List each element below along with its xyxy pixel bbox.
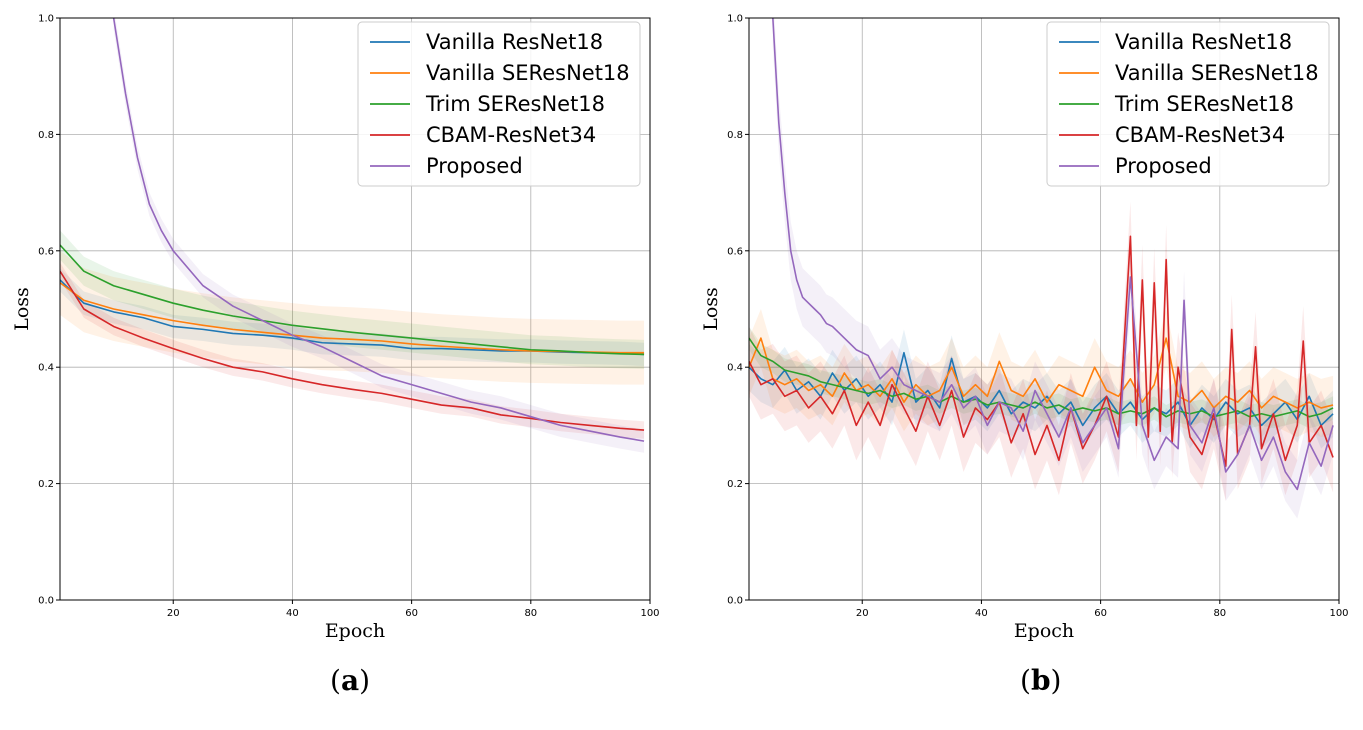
panel-label: (b)	[1020, 664, 1061, 697]
series-band-4	[772, 18, 1334, 519]
legend-entry: Trim SEResNet18	[1114, 92, 1294, 116]
legend-entry: Proposed	[426, 154, 523, 178]
legend-box	[1046, 21, 1330, 187]
x-tick-label: 100	[640, 608, 659, 619]
series-band-0	[60, 268, 645, 367]
y-tick-label: 0.6	[727, 246, 743, 257]
axes-frame	[59, 17, 651, 601]
legend-box	[357, 21, 641, 187]
legend: Vanilla ResNet18 Vanilla SEResNet18 Trim S…	[1046, 21, 1330, 187]
y-tick-label: 0.8	[38, 130, 54, 141]
x-tick-label: 80	[524, 608, 537, 619]
series-band-4	[113, 18, 645, 453]
x-tick-label: 40	[286, 608, 299, 619]
legend-entry: Proposed	[1115, 154, 1212, 178]
y-tick-label: 0.2	[38, 479, 54, 490]
legend-entry: Vanilla ResNet18	[1115, 30, 1292, 54]
y-tick-label: 0.4	[727, 363, 743, 374]
axes-frame	[748, 17, 1340, 601]
y-tick-label: 0.6	[38, 246, 54, 257]
x-tick-label: 100	[1329, 608, 1348, 619]
legend-entry: CBAM-ResNet34	[426, 123, 596, 147]
series-line-3	[60, 270, 645, 431]
x-tick-label: 60	[1094, 608, 1107, 619]
y-tick-label: 0.0	[727, 596, 743, 607]
panel-label: (a)	[330, 664, 370, 697]
y-tick-label: 1.0	[727, 14, 743, 25]
legend: Vanilla ResNet18 Vanilla SEResNet18 Trim S…	[357, 21, 641, 187]
series-band-2	[749, 326, 1334, 429]
series-band-3	[60, 262, 645, 439]
x-tick-label: 40	[975, 608, 988, 619]
x-tick-label: 80	[1213, 608, 1226, 619]
x-tick-label: 20	[856, 608, 869, 619]
series-line-2	[60, 244, 645, 356]
chart-panel-b: 20 40 60 80 100 0.0 0.2 0.4 0.6 0.8 1.0 Epoch Loss Va…	[700, 14, 1349, 698]
legend-entry: Vanilla ResNet18	[426, 30, 603, 54]
legend-entry: CBAM-ResNet34	[1115, 123, 1285, 147]
series-line-4	[112, 18, 645, 442]
y-tick-label: 0.0	[38, 596, 54, 607]
x-axis-label: Epoch	[1014, 620, 1074, 642]
legend-entry: Trim SEResNet18	[425, 92, 605, 116]
y-tick-label: 0.4	[38, 363, 54, 374]
legend-entry: Vanilla SEResNet18	[426, 61, 630, 85]
y-axis-label: Loss	[700, 287, 722, 331]
plot-area	[60, 18, 645, 453]
plot-area	[749, 18, 1334, 519]
series-band-2	[60, 230, 645, 369]
series-band-3	[749, 201, 1334, 502]
y-axis-label: Loss	[11, 287, 33, 331]
y-tick-label: 1.0	[38, 14, 54, 25]
chart-panel-a: 20 40 60 80 100 0.0 0.2 0.4 0.6 0.8 1.0 Epoch Loss Va…	[11, 14, 660, 698]
x-axis-label: Epoch	[325, 620, 385, 642]
series-line-4	[772, 18, 1334, 491]
y-tick-label: 0.8	[727, 130, 743, 141]
x-tick-label: 60	[405, 608, 418, 619]
y-tick-label: 0.2	[727, 479, 743, 490]
series-band-1	[749, 309, 1334, 438]
legend-entry: Vanilla SEResNet18	[1115, 61, 1319, 85]
x-tick-label: 20	[167, 608, 180, 619]
